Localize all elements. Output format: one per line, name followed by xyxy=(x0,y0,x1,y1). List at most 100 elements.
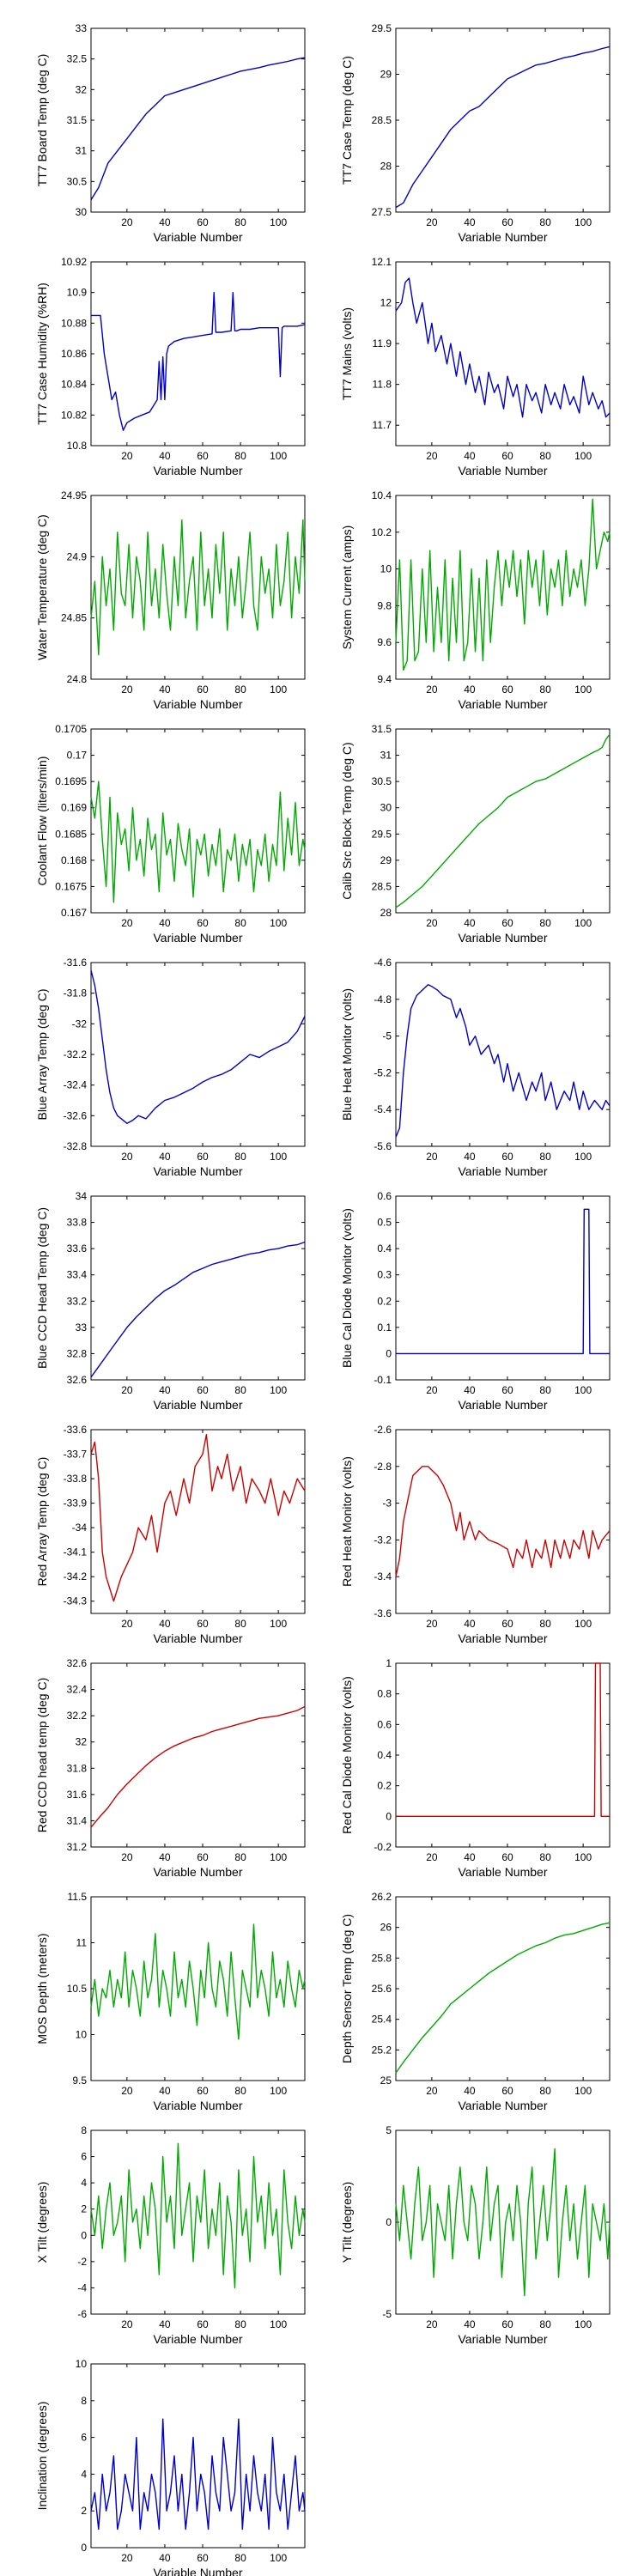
y-tick-label: 28 xyxy=(380,907,392,919)
x-tick-label: 20 xyxy=(426,450,438,462)
chart-panel-0: 20 40 60 80 100 30 30.5 31 31.5 32 32.5 33 Variable … xyxy=(35,22,306,244)
y-tick-label: 0 xyxy=(386,2216,392,2228)
chart-panel-8: 20 40 60 80 100 -32.8 -32.6 -32.4 -32.2 -32 -31.8 -… xyxy=(35,957,306,1178)
plot-frame xyxy=(90,2363,306,2549)
y-tick-label: 10.86 xyxy=(61,348,87,360)
chart-panel-4: 20 40 60 80 100 24.8 24.85 24.9 24.95 Variable Nu… xyxy=(35,489,306,711)
y-tick-label: 8 xyxy=(81,2395,87,2407)
y-tick-label: 31.4 xyxy=(67,1814,88,1826)
y-tick-label: 24.85 xyxy=(61,612,87,624)
y-tick-label: 0.169 xyxy=(61,802,87,814)
x-tick-label: 40 xyxy=(159,1851,171,1863)
x-tick-label: 20 xyxy=(426,1851,438,1863)
y-tick-label: 29.5 xyxy=(372,828,392,840)
y-tick-label: 0.1685 xyxy=(55,828,87,840)
x-tick-label: 100 xyxy=(270,1618,287,1630)
series-line-0 xyxy=(395,1922,611,2074)
y-axis-label: Red Array Temp (deg C) xyxy=(35,1457,49,1587)
y-axis-label: TT7 Case Humidity (%RH) xyxy=(35,283,49,425)
y-tick-label: 0.6 xyxy=(377,1190,392,1202)
series-line-0 xyxy=(395,733,611,908)
y-tick-label: 30 xyxy=(76,206,88,218)
x-tick-label: 60 xyxy=(501,1384,513,1396)
chart-panel-12: 20 40 60 80 100 -34.3 -34.2 -34.1 -34 -33.9 -33.8 -… xyxy=(35,1424,306,1645)
x-axis-label: Variable Number xyxy=(153,1164,242,1178)
x-tick-label: 40 xyxy=(464,1851,476,1863)
x-tick-label: 20 xyxy=(121,1618,133,1630)
x-tick-label: 40 xyxy=(159,917,171,929)
chart-panel-3: 20 40 60 80 100 11.7 11.8 11.9 12 12.1 Variable Nu… xyxy=(340,256,611,477)
y-tick-label: 28 xyxy=(380,161,392,173)
series-line-0 xyxy=(396,1208,610,1355)
series-line-0 xyxy=(90,2142,306,2289)
x-axis-label: Variable Number xyxy=(458,2099,547,2112)
y-tick-label: 33.6 xyxy=(67,1242,88,1255)
x-tick-label: 80 xyxy=(539,1151,551,1163)
y-tick-label: -32.4 xyxy=(64,1079,88,1091)
series-line-0 xyxy=(90,1705,306,1828)
y-tick-label: 32 xyxy=(76,1736,88,1748)
y-tick-label: 30.5 xyxy=(372,775,392,787)
x-tick-label: 40 xyxy=(159,683,171,696)
y-tick-label: -33.9 xyxy=(64,1498,88,1510)
y-axis-label: Blue Cal Diode Monitor (volts) xyxy=(340,1208,354,1368)
y-axis-label: TT7 Mains (volts) xyxy=(340,307,354,400)
x-axis-label: Variable Number xyxy=(458,230,547,244)
x-tick-label: 60 xyxy=(501,1851,513,1863)
x-axis-label: Variable Number xyxy=(458,697,547,711)
y-tick-label: 11.9 xyxy=(373,337,392,349)
y-axis-label: Red Heat Monitor (volts) xyxy=(340,1456,354,1587)
y-axis-label: Inclination (degrees) xyxy=(35,2402,49,2511)
x-tick-label: 80 xyxy=(234,1384,246,1396)
x-tick-label: 40 xyxy=(159,1151,171,1163)
y-tick-label: 32 xyxy=(76,83,88,95)
x-tick-label: 20 xyxy=(426,1151,438,1163)
y-tick-label: 33.4 xyxy=(67,1269,88,1281)
series-line-0 xyxy=(396,1662,610,1818)
y-tick-label: -32.8 xyxy=(64,1140,88,1152)
x-tick-label: 40 xyxy=(464,2085,476,2097)
y-tick-label: 31.8 xyxy=(67,1762,88,1774)
y-axis-label: TT7 Case Temp (deg C) xyxy=(340,56,354,185)
y-tick-label: -32.6 xyxy=(64,1109,88,1121)
chart-panel-9: 20 40 60 80 100 -5.6 -5.4 -5.2 -5 -4.8 -4.6 Variabl… xyxy=(340,957,611,1178)
y-axis-label: X Tilt (degrees) xyxy=(35,2182,49,2263)
y-tick-label: 25.4 xyxy=(372,2014,392,2026)
y-tick-label: -31.8 xyxy=(64,987,88,999)
y-tick-label: 28.5 xyxy=(372,114,392,126)
y-tick-label: -3 xyxy=(382,1498,392,1510)
y-axis-label: Y Tilt (degrees) xyxy=(340,2182,354,2263)
x-axis-label: Variable Number xyxy=(458,1398,547,1412)
y-tick-label: 31.5 xyxy=(67,114,88,126)
y-tick-label: -5.2 xyxy=(374,1066,392,1078)
series-line-0 xyxy=(90,969,306,1125)
x-tick-label: 80 xyxy=(234,1851,246,1863)
plot-frame xyxy=(90,495,306,680)
x-tick-label: 40 xyxy=(464,216,476,228)
series-line-0 xyxy=(90,519,306,656)
plot-frame xyxy=(90,1195,306,1381)
x-axis-label: Variable Number xyxy=(153,697,242,711)
y-tick-label: 0 xyxy=(386,1347,392,1359)
y-tick-label: 10.88 xyxy=(61,317,87,329)
y-tick-label: -4 xyxy=(77,2281,87,2293)
x-tick-label: 60 xyxy=(197,917,209,929)
y-tick-label: 6 xyxy=(81,2151,87,2163)
y-tick-label: 0.1705 xyxy=(55,723,87,735)
y-axis-label: MOS Depth (meters) xyxy=(35,1933,49,2044)
y-tick-label: 10 xyxy=(76,2029,88,2041)
x-tick-label: 80 xyxy=(234,917,246,929)
y-tick-label: 9.6 xyxy=(377,636,392,648)
y-tick-label: 0.2 xyxy=(377,1295,392,1307)
y-tick-label: 31 xyxy=(76,145,88,157)
y-axis-label: System Current (amps) xyxy=(340,526,354,650)
x-tick-label: 40 xyxy=(159,450,171,462)
series-line-0 xyxy=(395,1466,611,1577)
y-tick-label: 30 xyxy=(380,802,392,814)
y-tick-label: 31.2 xyxy=(67,1841,88,1853)
y-tick-label: 0.1695 xyxy=(55,775,87,787)
y-tick-label: 12.1 xyxy=(372,256,392,268)
y-tick-label: 34 xyxy=(76,1190,88,1202)
chart-panel-5: 20 40 60 80 100 9.4 9.6 9.8 10 10.2 10.4 Variable N… xyxy=(340,489,611,711)
y-tick-label: 0.2 xyxy=(377,1780,392,1792)
